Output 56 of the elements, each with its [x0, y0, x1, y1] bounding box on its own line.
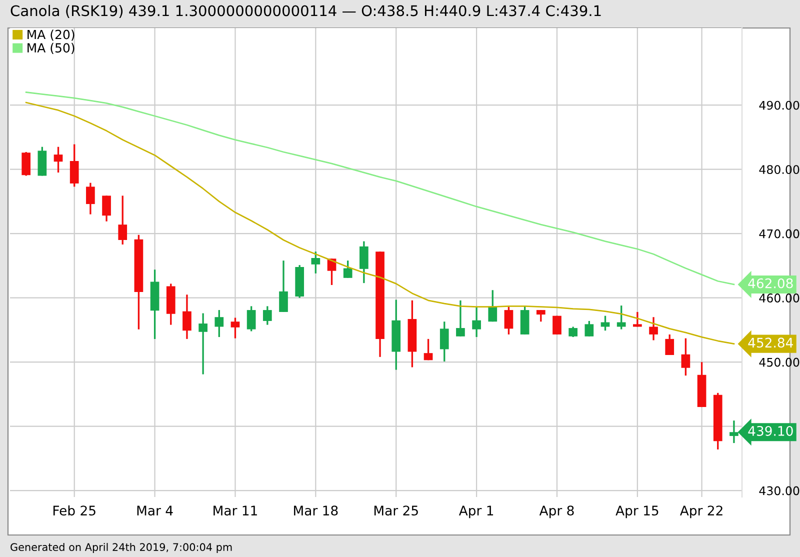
- candlestick: [665, 334, 674, 356]
- x-tick-label: Mar 25: [374, 506, 418, 516]
- data-label: 462.08: [748, 278, 793, 288]
- candlestick: [311, 250, 320, 274]
- candlestick: [198, 312, 208, 376]
- x-tick-label: Apr 15: [616, 506, 658, 518]
- candlestick: [681, 337, 690, 376]
- legend-label: MA (20): [28, 30, 74, 41]
- candlestick: [22, 151, 31, 177]
- y-tick-label: 460.00: [759, 294, 800, 302]
- candlestick: [616, 304, 626, 330]
- candlestick: [262, 305, 272, 326]
- candlestick: [54, 146, 63, 174]
- candlestick: [118, 194, 128, 246]
- y-tick-label: 450.00: [759, 358, 800, 367]
- candlestick: [70, 143, 79, 188]
- candlestick: [456, 300, 465, 338]
- x-tick-label: Apr 22: [680, 506, 722, 518]
- candlestick: [182, 294, 192, 340]
- candlestick: [86, 182, 95, 216]
- candlestick: [472, 306, 481, 338]
- candlestick: [360, 240, 368, 284]
- candlestick: [552, 314, 562, 336]
- y-tick-label: 430.00: [759, 486, 800, 496]
- candlestick: [214, 309, 224, 338]
- text: Generated on April 24th 2019, 7:00:04 pm: [10, 542, 232, 554]
- candlestick: [536, 309, 546, 322]
- candlestick: [102, 194, 111, 222]
- candlestick: [600, 314, 610, 332]
- chart-title: Canola (RSK19) 439.1 1.3000000000000114 — O:438.5 H:440.9 L:437.4 C:439.1: [10, 4, 601, 18]
- x-tick-label: Apr 8: [539, 506, 574, 518]
- candlestick: [584, 320, 594, 338]
- candlestick: [230, 316, 240, 340]
- candlestick: [246, 305, 256, 332]
- line-series: [25, 92, 735, 286]
- y-tick-label: 480.00: [759, 165, 800, 174]
- candlestick: [504, 306, 514, 336]
- y-tick-label: 470.00: [759, 229, 800, 238]
- candlestick: [649, 316, 658, 342]
- candlestick: [488, 289, 498, 322]
- data-label: 452.84: [748, 338, 793, 348]
- candlestick: [633, 311, 642, 328]
- x-tick-label: Apr 1: [458, 506, 494, 518]
- x-tick-label: Mar 4: [137, 506, 173, 516]
- y-tick-label: 490.00: [759, 100, 800, 110]
- line-series: [25, 102, 735, 345]
- candlestick: [568, 326, 578, 338]
- candlestick: [440, 320, 449, 362]
- text: 439.10: [748, 426, 793, 436]
- candlestick: [279, 260, 288, 313]
- legend-label: MA (50): [28, 42, 74, 54]
- candlestick: [343, 260, 352, 279]
- candlestick: [424, 338, 433, 361]
- x-tick-label: Mar 18: [294, 506, 338, 516]
- x-tick-label: Mar 11: [214, 506, 257, 516]
- x-tick-label: Feb 25: [53, 505, 96, 516]
